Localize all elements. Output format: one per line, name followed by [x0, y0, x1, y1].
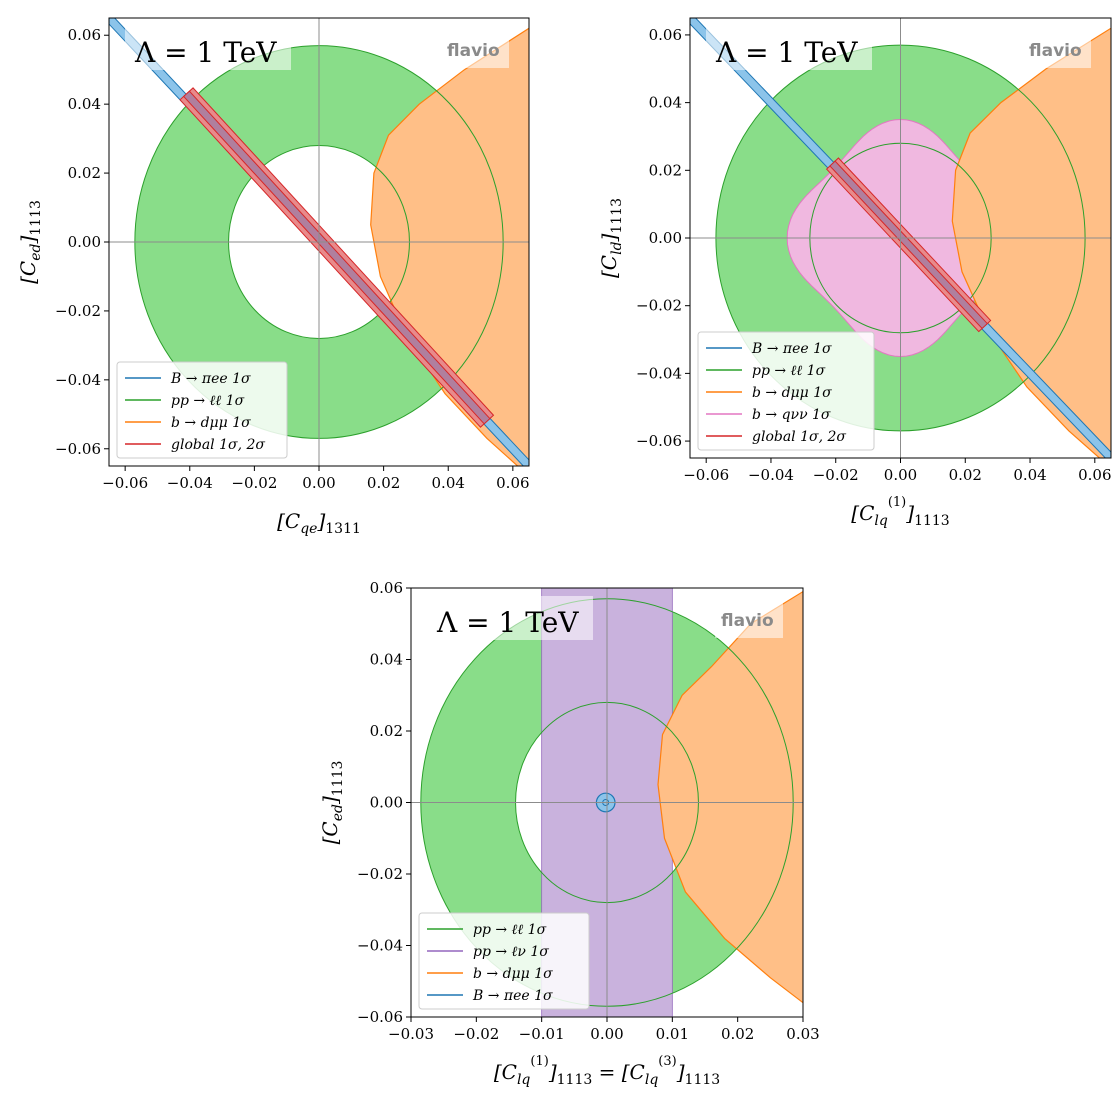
y-tick-label: 0.02 [68, 164, 101, 182]
legend: B → πee 1σ pp → ℓℓ 1σ b → dμμ 1σ b → qνν 1σ… [697, 331, 875, 451]
y-tick-label: −0.02 [357, 865, 403, 883]
lambda-annotation: Λ = 1 TeV [125, 26, 291, 70]
legend-label: pp → ℓℓ 1σ [473, 922, 547, 938]
axis-label: [Clq​(1)​]1113​ = [Clq​(3)​]1113​ [494, 1054, 720, 1088]
legend-label: b → dμμ 1σ [171, 415, 251, 431]
y-tick-label: 0.02 [370, 722, 403, 740]
x-tick-label: 0.02 [949, 466, 982, 484]
axis-label: [Ced​]1113​ [318, 761, 346, 845]
b-dmumu-region [370, 28, 529, 466]
global-1sigma-band [829, 160, 988, 330]
y-tick-label: −0.06 [55, 440, 101, 458]
flavio-watermark: flavio [1023, 32, 1091, 68]
legend-label: b → qνν 1σ [752, 407, 831, 423]
b-dmumu-contour [657, 591, 803, 1004]
chart-panel2: Λ = 1 TeV flavio −0.06 −0.04 −0.02 0.00 0.02 0.… [597, 17, 1112, 529]
legend-label: pp → ℓν 1σ [473, 944, 549, 960]
x-tick-label: 0.02 [721, 1025, 754, 1043]
flavio-watermark: flavio [715, 602, 783, 638]
y-tick-label: 0.06 [649, 26, 682, 44]
lambda-text: Λ = 1 TeV [134, 36, 277, 69]
y-tick-label: −0.06 [636, 432, 682, 450]
y-tick-label: −0.06 [357, 1008, 403, 1026]
y-tick-label: −0.04 [636, 364, 682, 382]
x-tick-label: 0.06 [1078, 466, 1111, 484]
legend-label: pp → ℓℓ 1σ [171, 393, 245, 409]
y-tick-label: 0.04 [68, 95, 101, 113]
legend-box [116, 361, 288, 459]
x-tick-label: 0.04 [432, 474, 465, 492]
watermark-text: flavio [1029, 41, 1082, 61]
b-dmumu-region [952, 28, 1111, 458]
legend-label: b → dμμ 1σ [473, 966, 553, 982]
b-dmumu-region [658, 591, 803, 1003]
lambda-text: Λ = 1 TeV [715, 36, 858, 69]
y-tick-label: −0.04 [55, 371, 101, 389]
y-tick-label: −0.02 [636, 297, 682, 315]
global-1sigma-band [182, 90, 491, 425]
legend-box [697, 331, 875, 451]
x-tick-label: −0.02 [231, 474, 277, 492]
chart-panel3: Λ = 1 TeV flavio −0.03 −0.02 −0.01 0.00 0.01 0.… [318, 579, 820, 1088]
x-tick-label: 0.00 [884, 466, 917, 484]
y-tick-label: 0.04 [649, 94, 682, 112]
x-tick-label: −0.06 [102, 474, 148, 492]
legend-label: global 1σ, 2σ [171, 437, 265, 453]
watermark-text: flavio [447, 41, 500, 61]
axis-label: [Clq​(1)​]1113​ [851, 495, 949, 529]
axis-label: [Cld​]1113​ [597, 198, 625, 278]
lambda-annotation: Λ = 1 TeV [427, 596, 593, 640]
y-tick-label: 0.00 [370, 794, 403, 812]
x-tick-label: −0.04 [748, 466, 794, 484]
x-tick-label: 0.03 [786, 1025, 819, 1043]
y-tick-label: 0.06 [68, 26, 101, 44]
y-tick-label: 0.00 [68, 233, 101, 251]
y-tick-label: 0.04 [370, 651, 403, 669]
x-tick-label: 0.00 [590, 1025, 623, 1043]
legend: pp → ℓℓ 1σ pp → ℓν 1σ b → dμμ 1σ B → πee 1σ [418, 912, 590, 1010]
legend-label: b → dμμ 1σ [752, 385, 832, 401]
y-tick-label: 0.02 [649, 161, 682, 179]
legend: B → πee 1σ pp → ℓℓ 1σ b → dμμ 1σ global 1σ,… [116, 361, 288, 459]
chart-panel1: Λ = 1 TeV flavio −0.06 −0.04 −0.02 0.00 0.02 0.… [16, 17, 530, 537]
legend-box [418, 912, 590, 1010]
lambda-annotation: Λ = 1 TeV [706, 26, 872, 70]
legend-label: global 1σ, 2σ [752, 429, 846, 445]
flavio-watermark: flavio [441, 32, 509, 68]
axis-label: [Ced​]1113​ [16, 200, 44, 284]
x-tick-label: −0.01 [519, 1025, 565, 1043]
x-tick-label: 0.01 [656, 1025, 689, 1043]
legend-label: pp → ℓℓ 1σ [752, 363, 826, 379]
y-tick-label: 0.06 [370, 579, 403, 597]
x-tick-label: −0.02 [813, 466, 859, 484]
b-dmumu-contour [370, 27, 529, 466]
x-tick-label: −0.02 [453, 1025, 499, 1043]
watermark-text: flavio [721, 611, 774, 631]
legend-label: B → πee 1σ [472, 988, 553, 1004]
y-tick-label: −0.02 [55, 302, 101, 320]
x-tick-label: −0.04 [167, 474, 213, 492]
x-tick-label: −0.06 [683, 466, 729, 484]
axis-label: [Cqe​]1311​ [277, 509, 361, 537]
x-tick-label: 0.02 [367, 474, 400, 492]
x-tick-label: 0.06 [496, 474, 529, 492]
x-tick-label: 0.04 [1013, 466, 1046, 484]
y-tick-label: 0.00 [649, 229, 682, 247]
x-tick-label: −0.03 [388, 1025, 434, 1043]
plot-area [109, 18, 529, 466]
lambda-text: Λ = 1 TeV [436, 606, 579, 639]
y-tick-label: −0.04 [357, 937, 403, 955]
x-tick-label: 0.00 [302, 474, 335, 492]
legend-label: B → πee 1σ [751, 341, 832, 357]
b-dmumu-contour [951, 27, 1111, 458]
legend-label: B → πee 1σ [170, 371, 251, 387]
